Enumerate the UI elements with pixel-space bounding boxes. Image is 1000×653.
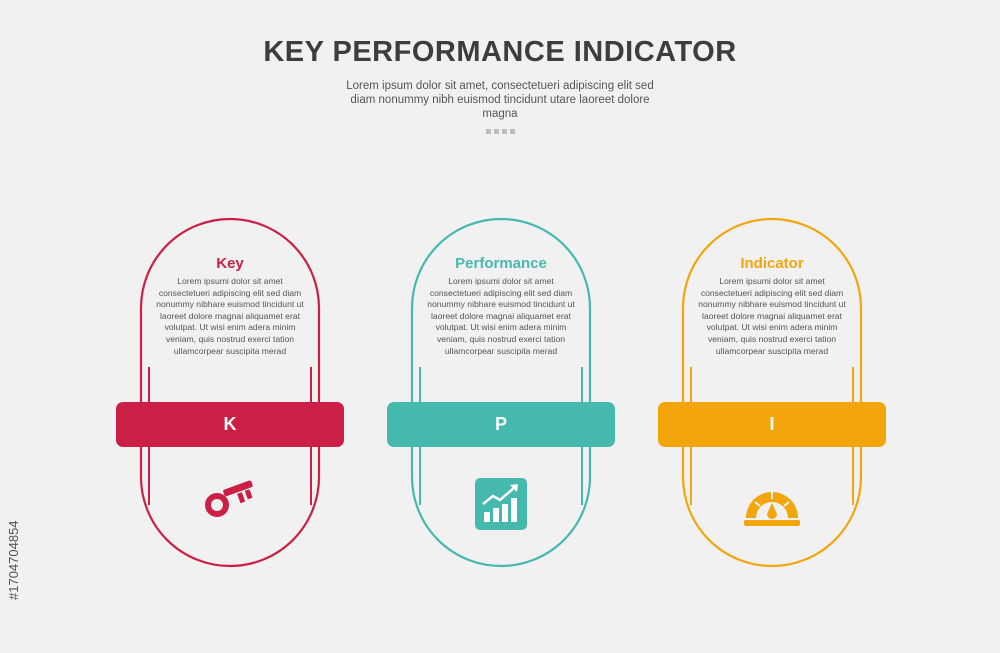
letter-band: P [387, 402, 615, 447]
growth-chart-icon [475, 478, 527, 530]
card-title: Performance [455, 255, 547, 272]
key-icon [205, 480, 253, 517]
card-frame [410, 217, 592, 568]
card-description: Lorem ipsumi dolor sit amet consectetuer… [698, 276, 846, 356]
kpi-card-indicator: Indicator Lorem ipsumi dolor sit amet co… [658, 0, 886, 653]
card-description: Lorem ipsumi dolor sit amet consectetuer… [156, 276, 304, 356]
page-subtitle: Lorem ipsum dolor sit amet, consectetuer… [346, 80, 654, 120]
card-title: Key [216, 255, 244, 272]
card-title: Indicator [740, 255, 804, 272]
card-description: Lorem ipsumi dolor sit amet consectetuer… [427, 276, 575, 356]
kpi-card-key: Key Lorem ipsumi dolor sit amet consecte… [116, 0, 344, 653]
letter-band: I [658, 402, 886, 447]
stock-watermark: #1704704854 [6, 520, 21, 600]
gauge-icon [744, 492, 800, 526]
page-title: KEY PERFORMANCE INDICATOR [263, 36, 737, 68]
kpi-card-performance: Performance Lorem ipsumi dolor sit amet … [387, 0, 615, 653]
letter-band: K [116, 402, 344, 447]
decorative-dots [0, 129, 1000, 134]
